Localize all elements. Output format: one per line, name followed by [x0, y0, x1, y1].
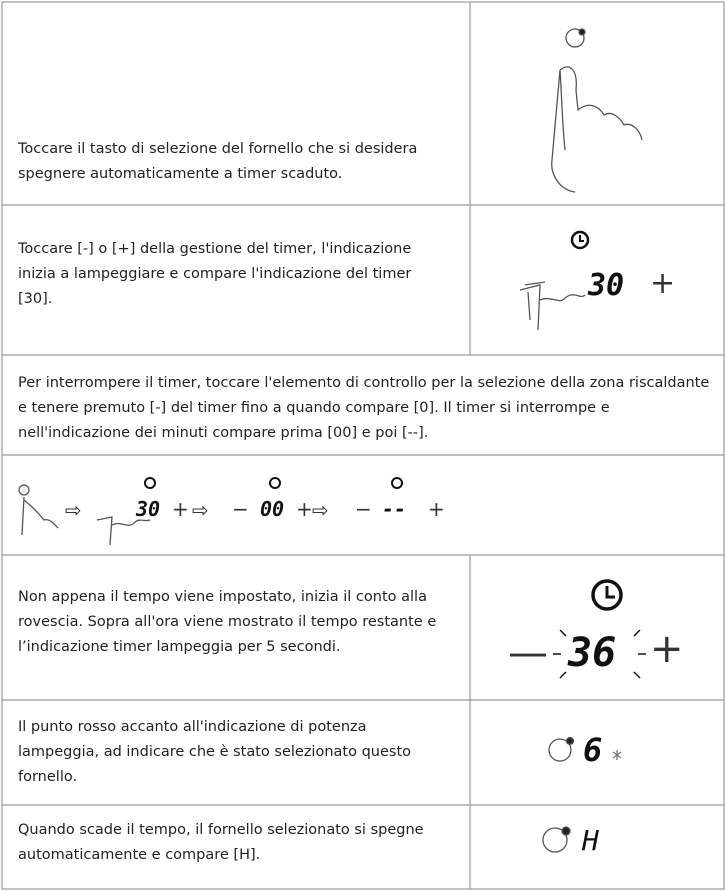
display-symbol: −: [232, 497, 249, 521]
display: --: [382, 497, 407, 521]
arrow: ⇨: [312, 498, 329, 522]
display-symbol: +: [172, 497, 189, 521]
row-text: Per interrompere il timer, toccare l'ele…: [18, 375, 710, 441]
row-text: Toccare [-] o [+] della gestione del tim…: [18, 241, 412, 307]
display-symbol: −: [355, 497, 372, 521]
row-text: Non appena il tempo viene impostato, ini…: [18, 589, 437, 655]
display: 36: [568, 630, 617, 676]
display-symbol: +: [650, 266, 676, 301]
display: 30: [136, 497, 161, 521]
display: 6: [583, 731, 603, 769]
display-symbol: +: [296, 497, 313, 521]
display: 00: [260, 497, 285, 521]
display-symbol: +: [650, 626, 684, 672]
row-text: Quando scade il tempo, il fornello selez…: [18, 822, 424, 863]
display-symbol: +: [428, 497, 445, 521]
arrow: ⇨: [192, 498, 209, 522]
display-symbol: —: [508, 630, 548, 676]
row-text: Toccare il tasto di selezione del fornel…: [18, 141, 418, 182]
display: 30: [588, 268, 625, 303]
row-text: Il punto rosso accanto all'indicazione d…: [18, 719, 412, 785]
arrow: ⇨: [65, 498, 82, 522]
display: H: [582, 824, 599, 857]
